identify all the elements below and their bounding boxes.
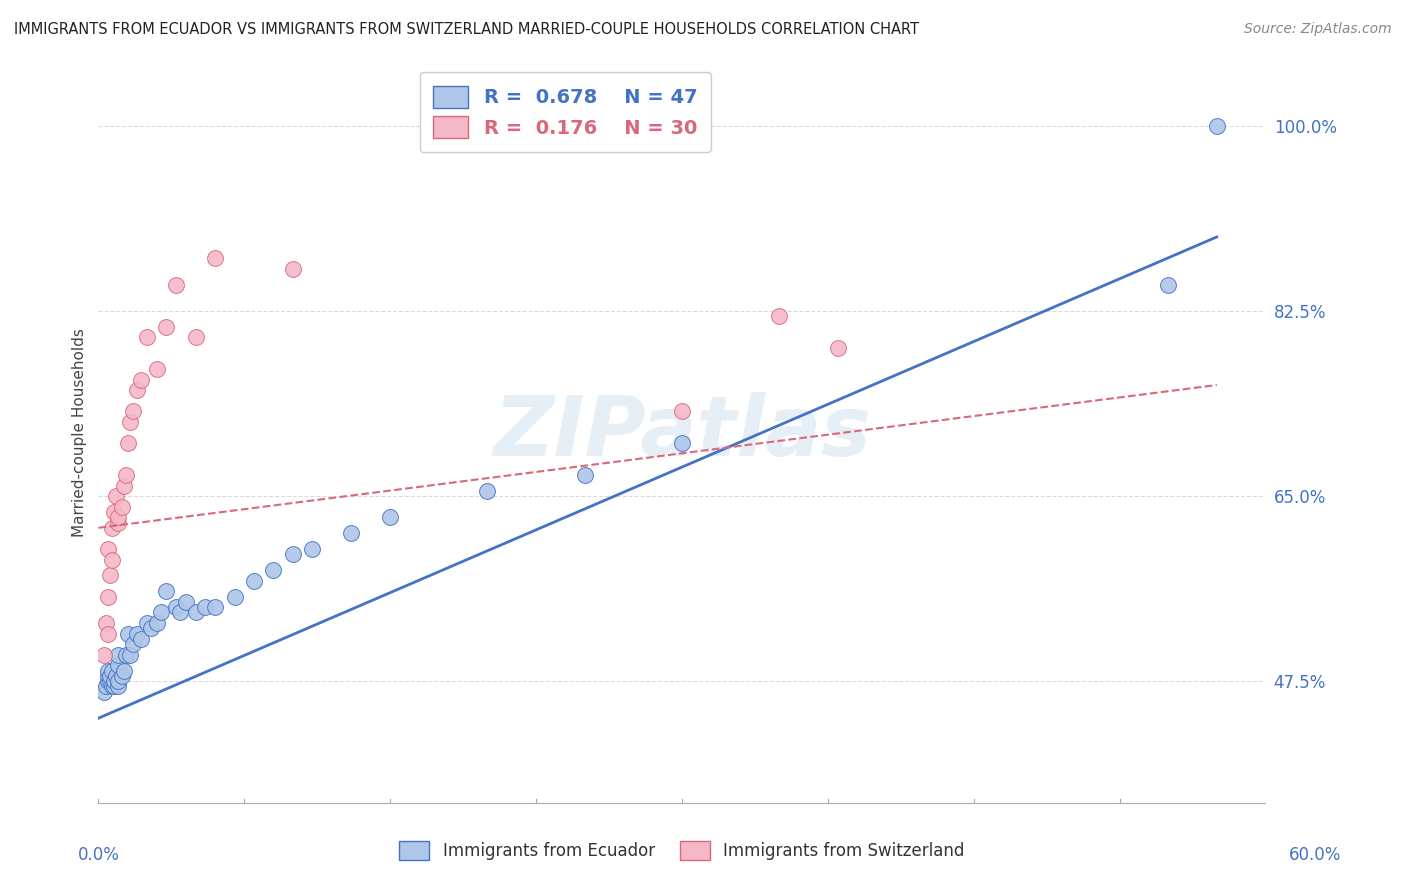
Y-axis label: Married-couple Households: Married-couple Households xyxy=(72,328,87,537)
Point xyxy=(111,500,134,514)
Point xyxy=(671,436,693,450)
Point xyxy=(149,606,172,620)
Point xyxy=(107,680,129,694)
Legend: Immigrants from Ecuador, Immigrants from Switzerland: Immigrants from Ecuador, Immigrants from… xyxy=(391,832,973,869)
Point xyxy=(101,680,124,694)
Point xyxy=(107,648,129,662)
Point xyxy=(136,615,159,630)
Point xyxy=(281,261,304,276)
Point xyxy=(155,319,177,334)
Point xyxy=(114,467,136,482)
Point xyxy=(1205,119,1227,133)
Point xyxy=(224,590,246,604)
Point xyxy=(114,648,136,662)
Point xyxy=(101,521,124,535)
Point xyxy=(301,541,323,556)
Point xyxy=(184,330,207,344)
Point xyxy=(243,574,266,588)
Point xyxy=(111,669,134,683)
Point xyxy=(768,310,790,324)
Text: Source: ZipAtlas.com: Source: ZipAtlas.com xyxy=(1244,22,1392,37)
Text: IMMIGRANTS FROM ECUADOR VS IMMIGRANTS FROM SWITZERLAND MARRIED-COUPLE HOUSEHOLDS: IMMIGRANTS FROM ECUADOR VS IMMIGRANTS FR… xyxy=(14,22,920,37)
Point xyxy=(103,674,125,689)
Point xyxy=(127,626,149,640)
Point xyxy=(98,674,121,689)
Point xyxy=(97,626,120,640)
Point xyxy=(204,251,226,265)
Point xyxy=(112,478,135,492)
Point xyxy=(97,590,120,604)
Point xyxy=(93,685,115,699)
Point xyxy=(97,664,120,678)
Point xyxy=(103,680,125,694)
Point xyxy=(122,637,145,651)
Point xyxy=(96,615,118,630)
Point xyxy=(671,404,693,418)
Text: ZIPatlas: ZIPatlas xyxy=(494,392,870,473)
Point xyxy=(129,632,152,646)
Point xyxy=(129,373,152,387)
Point xyxy=(477,483,499,498)
Point xyxy=(574,467,596,482)
Point xyxy=(101,664,124,678)
Point xyxy=(169,606,191,620)
Point xyxy=(146,615,169,630)
Point xyxy=(104,669,127,683)
Point xyxy=(107,674,129,689)
Point xyxy=(101,552,124,566)
Point xyxy=(127,384,149,398)
Point xyxy=(107,658,129,673)
Point xyxy=(104,489,127,503)
Point xyxy=(1157,277,1180,292)
Point xyxy=(340,526,363,541)
Point xyxy=(184,606,207,620)
Point xyxy=(146,362,169,376)
Point xyxy=(136,330,159,344)
Point xyxy=(118,415,141,429)
Point xyxy=(117,436,139,450)
Point xyxy=(380,510,402,524)
Point xyxy=(112,664,135,678)
Point xyxy=(96,680,118,694)
Point xyxy=(122,404,145,418)
Point xyxy=(107,510,129,524)
Point xyxy=(97,541,120,556)
Point xyxy=(97,674,120,689)
Text: 60.0%: 60.0% xyxy=(1288,846,1341,863)
Point xyxy=(165,277,187,292)
Point xyxy=(98,669,121,683)
Point xyxy=(117,626,139,640)
Point xyxy=(165,600,187,615)
Point xyxy=(174,595,197,609)
Point xyxy=(97,669,120,683)
Point xyxy=(155,584,177,599)
Point xyxy=(204,600,226,615)
Point xyxy=(98,568,121,582)
Point xyxy=(93,648,115,662)
Point xyxy=(827,341,849,355)
Point xyxy=(118,648,141,662)
Point xyxy=(139,621,162,635)
Text: 0.0%: 0.0% xyxy=(77,846,120,863)
Point xyxy=(262,563,284,577)
Point xyxy=(194,600,217,615)
Point xyxy=(107,516,129,530)
Point xyxy=(103,505,125,519)
Point xyxy=(281,547,304,561)
